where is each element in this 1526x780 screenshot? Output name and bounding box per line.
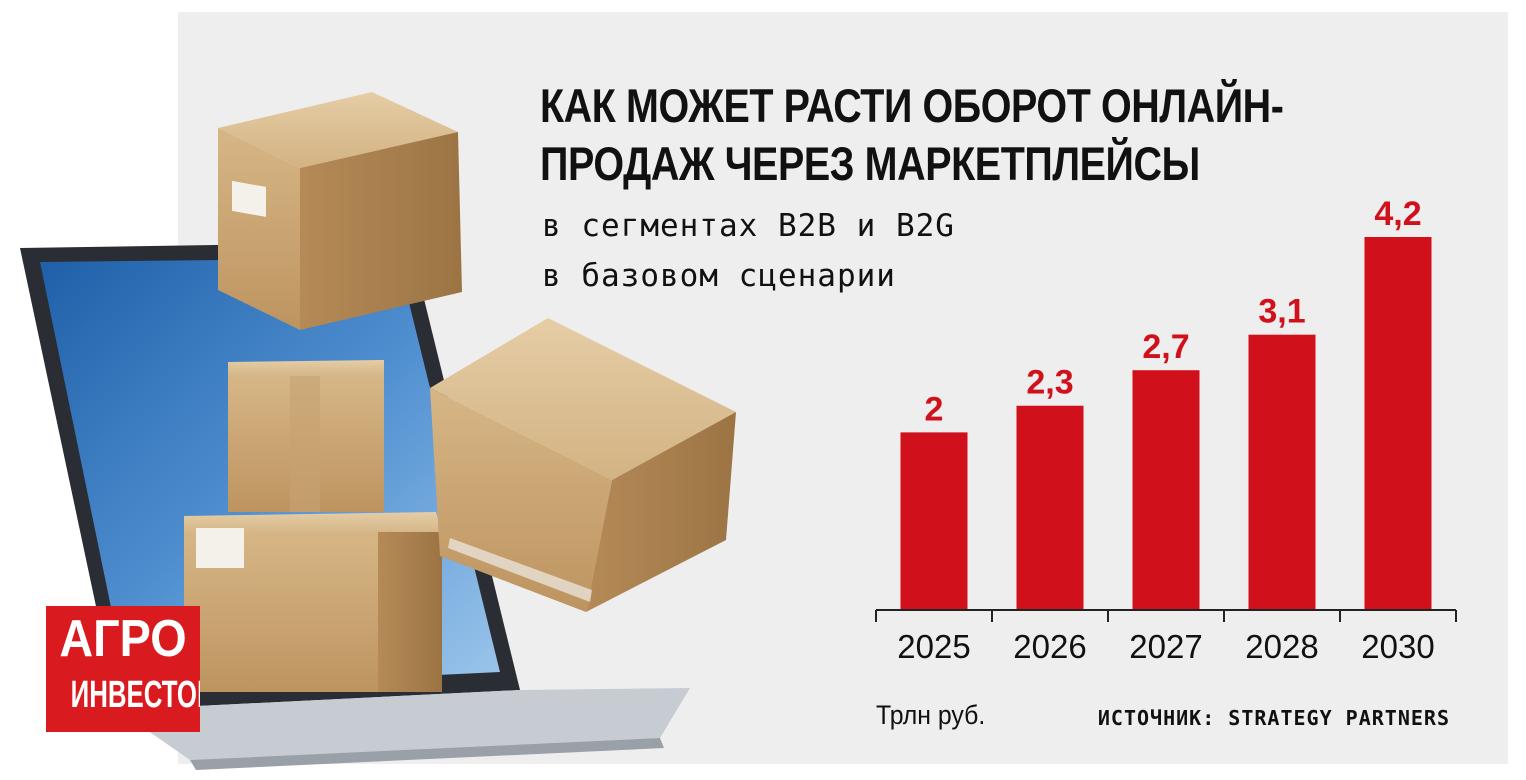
bar-value-label-2030: 4,2 [1374, 195, 1421, 233]
tick-label-2027: 2027 [1129, 628, 1202, 665]
tick-label-2026: 2026 [1013, 628, 1086, 665]
bars-group [900, 237, 1432, 610]
chart-title-line-2: ПРОДАЖ ЧЕРЕЗ МАРКЕТПЛЕЙСЫ [540, 137, 1200, 190]
bar-2026 [1016, 405, 1084, 610]
tick-label-2025: 2025 [897, 628, 970, 665]
logo-text-line-2: ИНВЕСТОР [70, 674, 200, 716]
chart-subtitle-line-1: в сегментах B2B и B2G [542, 208, 955, 244]
laptop-boxes-illustration [20, 92, 736, 770]
value-labels-group: 2 2,3 2,7 3,1 4,2 [925, 195, 1422, 428]
bar-chart: 2 2,3 2,7 3,1 4,2 2025 2026 2027 2028 2030 [875, 195, 1457, 665]
x-axis [875, 609, 1457, 622]
tick-label-2030: 2030 [1361, 628, 1434, 665]
bar-2027 [1132, 370, 1200, 610]
chart-subtitle-line-2: в базовом сценарии [542, 258, 896, 294]
chart-title-line-1: КАК МОЖЕТ РАСТИ ОБОРОТ ОНЛАЙН- [540, 79, 1284, 132]
agroinvestor-logo: АГРО ИНВЕСТОР [46, 606, 200, 732]
bar-value-label-2026: 2,3 [1026, 364, 1073, 402]
tick-label-2028: 2028 [1245, 628, 1318, 665]
bar-value-label-2028: 3,1 [1258, 293, 1305, 331]
box-top [218, 92, 462, 330]
bar-2025 [900, 432, 968, 610]
source-label: ИСТОЧНИК: STRATEGY PARTNERS [1097, 706, 1450, 730]
logo-text-line-1: АГРО [59, 610, 187, 668]
box-right [430, 318, 736, 612]
box-bottom [184, 512, 442, 692]
tick-labels-group: 2025 2026 2027 2028 2030 [897, 628, 1434, 665]
bar-2028 [1248, 334, 1316, 610]
unit-label: Трлн руб. [876, 700, 986, 730]
bar-2030 [1364, 237, 1432, 610]
bar-value-label-2025: 2 [925, 390, 944, 428]
bar-value-label-2027: 2,7 [1142, 328, 1189, 366]
box-middle [228, 360, 384, 512]
